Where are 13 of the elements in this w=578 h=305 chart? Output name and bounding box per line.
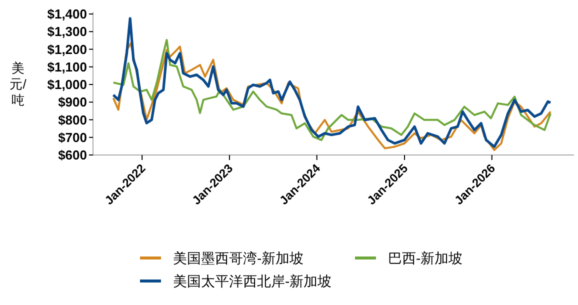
legend-label: 美国墨西哥湾-新加坡: [173, 250, 304, 266]
y-tick-label: $600: [58, 148, 87, 162]
y-tick-label: $900: [58, 94, 87, 110]
y-tick-label: $1,300: [47, 24, 87, 40]
y-tick-label: $1,400: [47, 6, 87, 22]
y-tick-label: $1,100: [47, 59, 87, 74]
y-tick-label: $1,000: [47, 77, 87, 92]
y-tick-label: $1,200: [47, 42, 87, 57]
y-axis-title: 美元/吨: [10, 60, 27, 108]
legend-label: 美国太平洋西北岸-新加坡: [173, 273, 332, 289]
legend-label: 巴西-新加坡: [388, 250, 463, 266]
y-tick-label: $800: [58, 112, 87, 128]
y-tick-label: $700: [58, 130, 87, 145]
